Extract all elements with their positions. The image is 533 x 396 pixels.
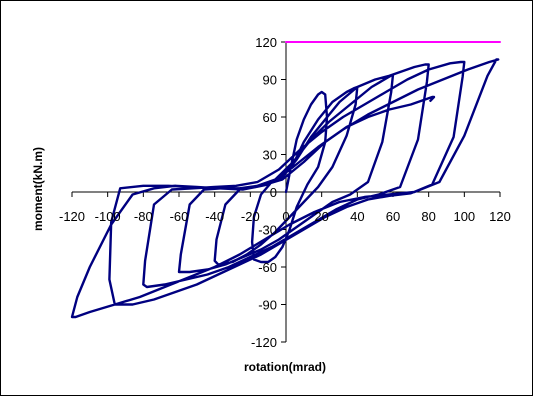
y-tick-label: -90 [258, 298, 277, 313]
x-tick-label: -40 [205, 209, 224, 224]
y-tick-label: 30 [263, 148, 277, 163]
y-axis-title: moment(kN.m) [31, 147, 45, 231]
x-tick-label: 100 [453, 209, 475, 224]
x-tick-label: 40 [350, 209, 364, 224]
x-tick-label: 60 [386, 209, 400, 224]
series-layer [70, 41, 501, 319]
x-tick-label: -100 [95, 209, 121, 224]
y-tick-label: 120 [255, 35, 277, 50]
x-tick-label: 120 [489, 209, 511, 224]
y-tick-label: -120 [251, 335, 277, 350]
y-tick-label: 60 [263, 110, 277, 125]
x-tick-label: -80 [134, 209, 153, 224]
y-tick-label: -60 [258, 260, 277, 275]
x-tick-label: -20 [241, 209, 260, 224]
x-tick-label: 0 [282, 209, 289, 224]
x-tick-label: -60 [170, 209, 189, 224]
x-tick-label: 80 [421, 209, 435, 224]
x-tick-label: -120 [59, 209, 85, 224]
y-tick-label: 0 [270, 185, 277, 200]
x-tick-label: 20 [314, 209, 328, 224]
hysteresis-curve [70, 58, 500, 319]
tick-labels: -120 -100 -80 -60 -40 -20 0 20 40 60 80 100 120 120 90… [59, 35, 511, 350]
y-tick-label: 90 [263, 73, 277, 88]
x-axis-title: rotation(mrad) [244, 360, 326, 374]
y-tick-label: -30 [258, 223, 277, 238]
